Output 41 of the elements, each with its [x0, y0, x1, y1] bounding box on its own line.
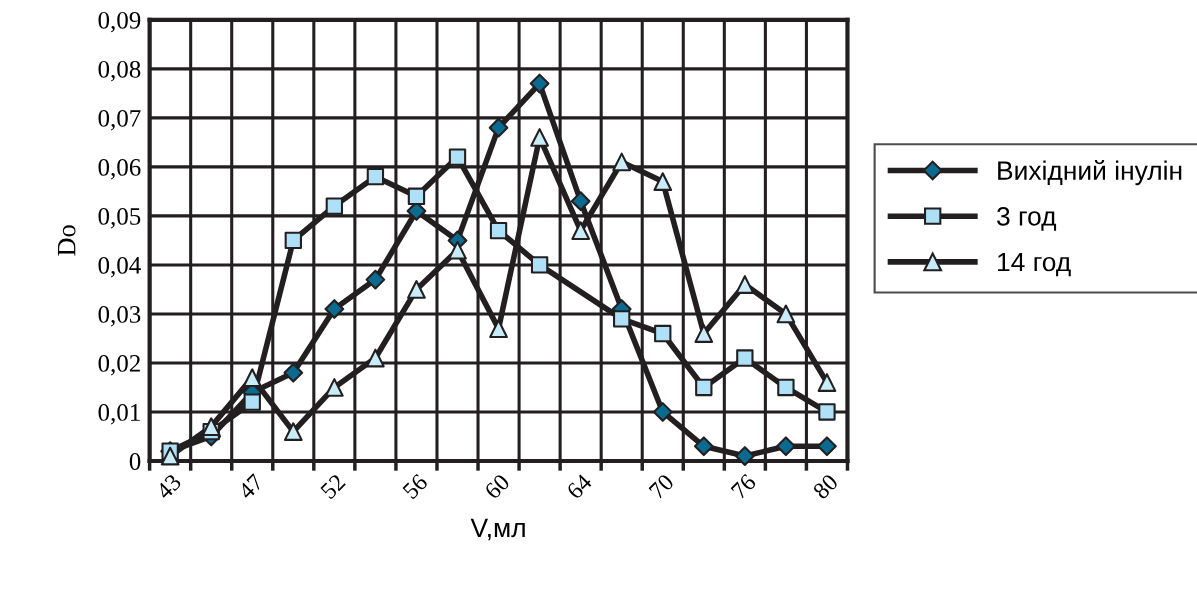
y-tick-label: 0,04 [98, 256, 141, 278]
x-tick-label: 80 [812, 473, 839, 500]
point [776, 304, 796, 324]
y-tick-label: 0,09 [98, 11, 141, 33]
point [571, 221, 591, 240]
point [612, 152, 632, 172]
point [653, 172, 673, 191]
point [489, 319, 508, 338]
x-tick-label: 52 [319, 473, 346, 500]
x-axis-title: V,мл [470, 518, 525, 541]
x-tick-label: 70 [648, 473, 675, 500]
point [201, 417, 221, 437]
x-tick-label: 76 [730, 473, 757, 500]
y-tick-label: 0,07 [98, 109, 141, 131]
y-tick-label: 0 [129, 453, 141, 470]
point [735, 275, 755, 294]
point [817, 373, 837, 392]
legend-label: 3 год [997, 206, 1057, 231]
point [448, 240, 467, 260]
point [694, 324, 714, 343]
legend-label: 14 год [998, 252, 1071, 277]
point [283, 422, 303, 441]
point [366, 348, 385, 368]
y-tick-label: 0,08 [98, 60, 141, 82]
y-tick-label: 0,05 [98, 207, 141, 229]
x-tick-label: 60 [483, 473, 511, 500]
x-tick-label: 43 [155, 473, 183, 501]
point [160, 446, 180, 466]
y-tick-label: 0,06 [98, 158, 141, 180]
y-tick-label: 0,03 [98, 305, 141, 327]
point [407, 280, 426, 299]
point [242, 368, 262, 388]
x-tick-label: 64 [565, 472, 593, 500]
y-tick-label: 0,02 [98, 354, 140, 376]
x-tick-label: 56 [402, 473, 429, 500]
y-axis-title: Do [57, 225, 76, 256]
y-tick-label: 0,01 [98, 404, 140, 425]
x-tick-label: 47 [237, 473, 265, 501]
point [324, 378, 344, 397]
legend-label: Вихідний інулін [998, 160, 1182, 186]
point [530, 128, 549, 147]
